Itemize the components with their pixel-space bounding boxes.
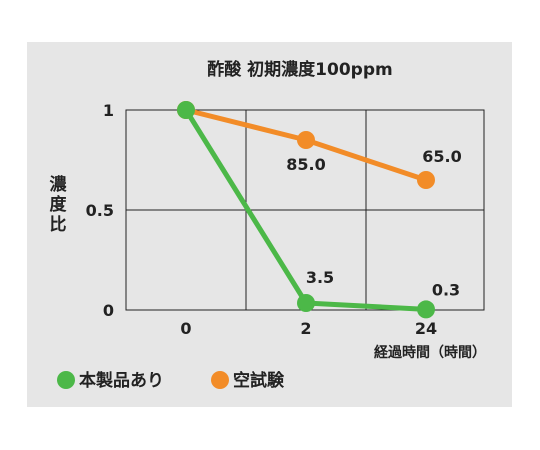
data-label: 65.0 (422, 147, 461, 166)
x-tick-label: 24 (415, 319, 437, 338)
x-tick-label: 2 (300, 319, 311, 338)
y-axis-label: 濃度比 (50, 174, 68, 235)
x-tick-labels: 0 2 24 (180, 319, 437, 338)
data-point (297, 294, 315, 312)
y-tick-labels: 00.51 (86, 101, 114, 320)
data-point (417, 171, 435, 189)
y-tick-label: 0 (103, 301, 114, 320)
x-tick-label: 0 (180, 319, 191, 338)
data-point (417, 300, 435, 318)
data-point (297, 131, 315, 149)
data-label: 85.0 (286, 155, 325, 174)
legend: 本製品あり 空試験 (57, 370, 285, 391)
legend-marker (211, 371, 229, 389)
legend-marker (57, 371, 75, 389)
data-point (177, 101, 195, 119)
data-label: 0.3 (432, 280, 460, 299)
legend-label: 本製品あり (79, 370, 164, 391)
y-tick-label: 1 (103, 101, 114, 120)
chart-title: 酢酸 初期濃度100ppm (207, 59, 392, 80)
x-axis-label: 経過時間（時間） (374, 344, 486, 361)
legend-label: 空試験 (233, 370, 285, 391)
y-tick-label: 0.5 (86, 201, 114, 220)
data-label: 3.5 (306, 268, 334, 287)
